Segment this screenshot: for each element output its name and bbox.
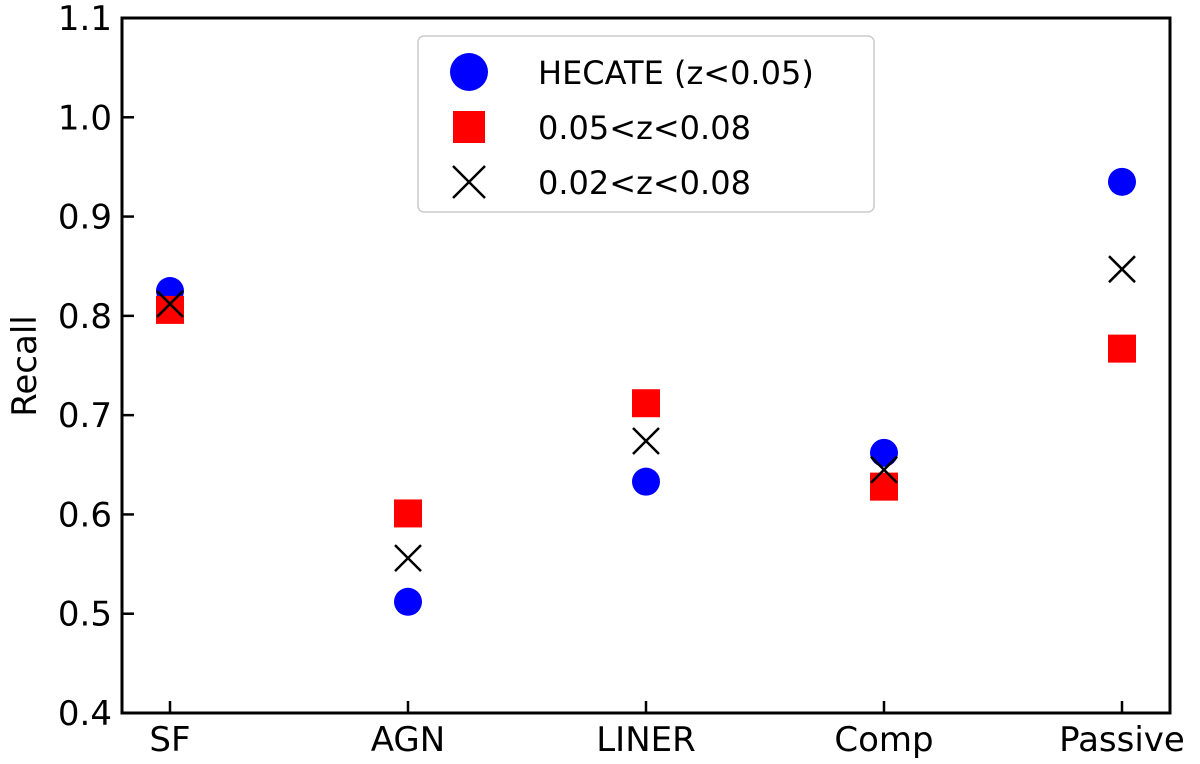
legend-marker-circle [450, 53, 488, 91]
data-point-square [870, 472, 898, 501]
data-points [156, 167, 1136, 616]
y-tick-label: 0.4 [58, 694, 112, 734]
y-tick-label: 0.6 [58, 495, 112, 535]
y-axis-ticks: 0.4 0.5 0.6 0.7 0.8 0.9 1.0 1.1 [58, 0, 134, 734]
x-tick-label: SF [149, 720, 190, 760]
data-point-square [156, 295, 184, 324]
y-tick-label: 0.7 [58, 396, 112, 436]
data-point-circle [870, 438, 898, 467]
x-axis-ticks: SF AGN LINER Comp Passive [149, 701, 1185, 760]
data-point-x [1108, 255, 1136, 284]
legend-marker-square [453, 111, 485, 143]
series-x [156, 255, 1136, 572]
data-point-circle [1108, 167, 1136, 196]
series-square [156, 295, 1136, 528]
x-tick-label: Passive [1059, 720, 1185, 760]
x-tick-label: AGN [371, 720, 445, 760]
data-point-square [1108, 334, 1136, 363]
y-tick-label: 0.8 [58, 297, 112, 337]
y-axis-label: Recall [5, 315, 45, 416]
legend-entry-label: 0.05<z<0.08 [538, 109, 751, 147]
legend: HECATE (z<0.05) 0.05<z<0.08 0.02<z<0.08 [417, 35, 875, 213]
data-point-circle [632, 467, 660, 496]
data-point-x [394, 544, 422, 572]
x-tick-label: Comp [834, 720, 933, 760]
y-tick-label: 1.0 [58, 98, 112, 138]
data-point-x [870, 455, 898, 484]
series-circle [156, 167, 1136, 616]
data-point-square [632, 389, 660, 418]
y-tick-label: 0.5 [58, 595, 112, 635]
legend-marker-x [452, 165, 486, 199]
legend-entry-label: HECATE (z<0.05) [538, 54, 814, 92]
legend-entry-label: 0.02<z<0.08 [538, 164, 751, 202]
data-point-circle [394, 587, 422, 616]
data-point-x [156, 290, 184, 318]
y-tick-label: 1.1 [58, 0, 112, 39]
y-tick-label: 0.9 [58, 198, 112, 238]
data-point-x [632, 427, 660, 455]
x-tick-label: LINER [596, 720, 696, 760]
legend-frame [417, 35, 875, 213]
data-point-square [394, 499, 422, 528]
